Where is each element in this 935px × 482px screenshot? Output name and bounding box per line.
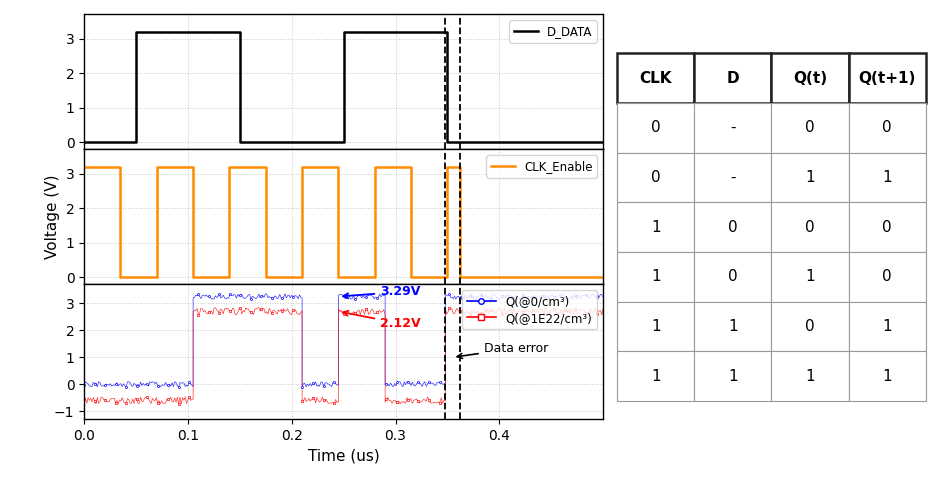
Text: 3.29V: 3.29V [343, 285, 421, 298]
Legend: Q(@0/cm³), Q(@1E22/cm³): Q(@0/cm³), Q(@1E22/cm³) [462, 290, 597, 329]
Text: 2.12V: 2.12V [343, 311, 421, 330]
Text: Data error: Data error [457, 342, 548, 359]
Legend: CLK_Enable: CLK_Enable [486, 155, 597, 178]
X-axis label: Time (us): Time (us) [308, 449, 380, 464]
Y-axis label: Voltage (V): Voltage (V) [45, 174, 60, 259]
Legend: D_DATA: D_DATA [510, 20, 597, 43]
